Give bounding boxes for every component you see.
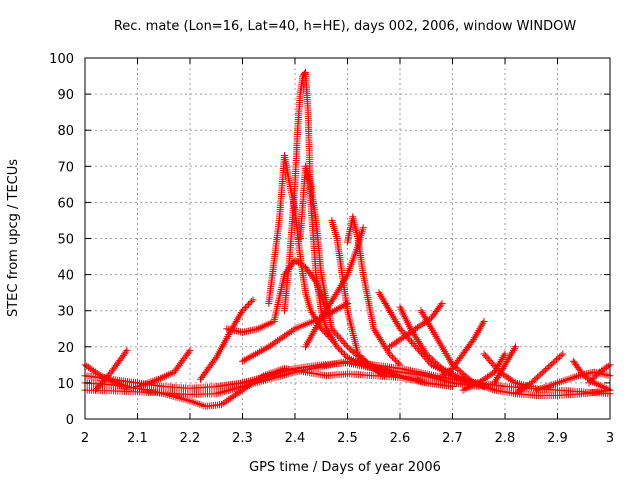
y-tick-label: 40	[57, 269, 74, 284]
data-marks	[328, 216, 388, 380]
data-marks	[239, 300, 351, 365]
data-marks	[344, 213, 404, 369]
x-tick-label: 2	[81, 431, 89, 446]
series-arc-07	[197, 296, 257, 383]
x-tick-label: 2.5	[337, 431, 358, 446]
y-tick-label: 50	[57, 233, 74, 248]
data-marks	[197, 296, 257, 383]
data-marks	[281, 68, 404, 380]
tick-labels: 2 2.1 2.2 2.3 2.4 2.5 2.6 2.7 2.8 2.9 301020304050…	[49, 52, 614, 446]
data-points	[81, 68, 614, 410]
series-arc-12	[328, 216, 388, 380]
x-axis-label: GPS time / Days of year 2006	[249, 460, 441, 475]
series-arc-13	[344, 213, 404, 369]
y-tick-label: 0	[66, 413, 74, 428]
series-arc-10	[281, 68, 404, 380]
series-arc-06	[134, 346, 194, 390]
series-arc-25	[533, 368, 614, 394]
series-arc-05	[92, 346, 131, 394]
x-tick-label: 2.6	[390, 431, 411, 446]
x-tick-label: 2.9	[547, 431, 568, 446]
data-marks	[533, 368, 614, 394]
y-tick-label: 100	[49, 52, 74, 67]
x-tick-label: 2.3	[232, 431, 253, 446]
x-tick-label: 2.2	[180, 431, 201, 446]
y-tick-label: 30	[57, 305, 74, 320]
series-arc-27	[585, 361, 614, 387]
data-marks	[438, 318, 488, 380]
x-tick-label: 3	[606, 431, 614, 446]
x-tick-label: 2.8	[495, 431, 516, 446]
data-marks	[417, 307, 614, 399]
x-tick-label: 2.4	[285, 431, 306, 446]
series-arc-24	[512, 350, 567, 398]
y-tick-label: 60	[57, 196, 74, 211]
y-tick-label: 80	[57, 124, 74, 139]
series-arc-23	[491, 343, 519, 387]
series-arc-15	[239, 300, 351, 365]
y-axis-label: STEC from upcg / TECUs	[6, 159, 21, 317]
y-tick-label: 70	[57, 160, 74, 175]
data-marks	[491, 343, 519, 387]
series-arc-20	[438, 318, 488, 380]
data-marks	[585, 361, 614, 387]
axis-ticks	[84, 57, 611, 420]
x-tick-label: 2.7	[442, 431, 463, 446]
x-tick-label: 2.1	[127, 431, 148, 446]
data-marks	[92, 346, 131, 394]
series-arc-19	[417, 307, 614, 399]
data-marks	[134, 346, 194, 390]
y-tick-label: 90	[57, 88, 74, 103]
data-marks	[512, 350, 567, 398]
y-tick-label: 20	[57, 341, 74, 356]
y-tick-label: 10	[57, 377, 74, 392]
chart-title: Rec. mate (Lon=16, Lat=40, h=HE), days 0…	[114, 19, 577, 34]
